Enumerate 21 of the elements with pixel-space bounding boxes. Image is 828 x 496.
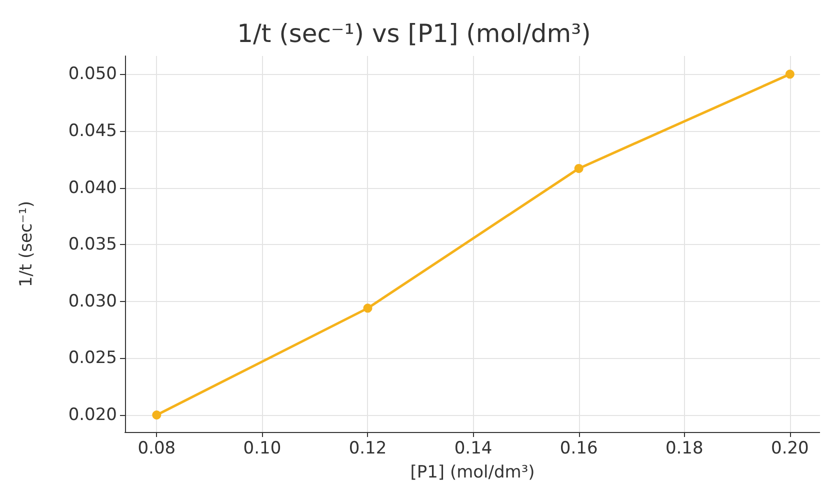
x-axis-title: [P1] (mol/dm³) (410, 462, 535, 482)
x-tick-label: 0.16 (560, 438, 598, 458)
y-tick-label: 0.050 (68, 64, 117, 84)
x-tick-label: 0.20 (770, 438, 809, 458)
x-tick-label: 0.18 (665, 438, 704, 458)
x-tick-label: 0.12 (348, 438, 387, 458)
point (152, 410, 162, 420)
y-tick-label: 0.030 (68, 291, 117, 312)
x-tick-label: 0.10 (243, 438, 282, 458)
y-axis-title: 1/t (sec⁻¹) (16, 200, 36, 288)
y-tick-label: 0.025 (68, 348, 117, 368)
y-tick-label: 0.040 (68, 178, 117, 198)
point (574, 164, 584, 173)
y-tick-label: 0.035 (68, 234, 117, 255)
x-tick-label: 0.08 (138, 438, 176, 458)
chart-title: 1/t (sec⁻¹) vs [P1] (mol/dm³) (237, 19, 591, 48)
y-tick-label: 0.045 (68, 120, 117, 141)
x-tick-label: 0.14 (454, 438, 492, 458)
point (363, 304, 372, 313)
point (785, 70, 794, 79)
y-tick-label: 0.020 (68, 404, 117, 425)
